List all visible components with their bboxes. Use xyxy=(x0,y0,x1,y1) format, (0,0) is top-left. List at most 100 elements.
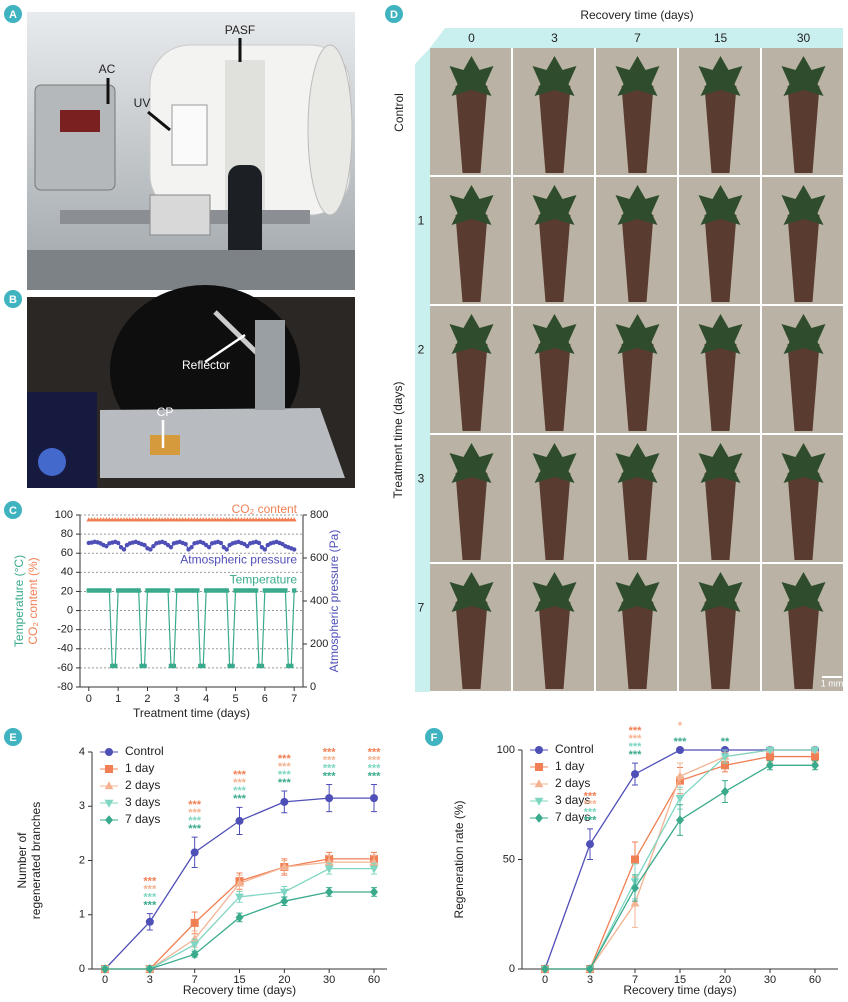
significance: *** xyxy=(584,791,598,803)
x-tick-label: 0 xyxy=(542,974,548,986)
data-point xyxy=(162,588,168,593)
plant-top xyxy=(532,56,577,96)
plant-top xyxy=(532,443,577,483)
plant-stem xyxy=(455,215,488,302)
data-point xyxy=(145,917,154,926)
y-axis-label: Number of xyxy=(15,832,29,889)
y-tick-label: -20 xyxy=(57,624,73,636)
x-tick-label: 60 xyxy=(368,974,380,986)
significance: *** xyxy=(584,799,598,811)
plant-top xyxy=(698,56,743,96)
row-label: 1 xyxy=(418,214,425,228)
data-point xyxy=(124,588,130,593)
significance: *** xyxy=(368,770,382,782)
data-point xyxy=(192,588,197,593)
data-point xyxy=(227,663,232,669)
x-tick-label: 20 xyxy=(719,974,731,986)
plant-top xyxy=(698,572,743,612)
data-point xyxy=(145,964,154,974)
row-label: 3 xyxy=(418,472,425,486)
plant-top xyxy=(532,185,577,225)
data-point xyxy=(221,588,226,593)
legend-marker xyxy=(104,799,114,808)
x-tick-label: 15 xyxy=(674,974,686,986)
panel-label: A xyxy=(9,9,17,21)
plant-stem xyxy=(621,215,654,302)
y-tick-label: 0 xyxy=(79,963,85,975)
significance: *** xyxy=(368,746,382,758)
x-tick-label: 6 xyxy=(262,693,268,705)
data-point xyxy=(721,761,729,770)
y-axis-label: Temperature (°C) xyxy=(12,555,26,647)
data-point xyxy=(325,794,334,803)
data-point xyxy=(631,855,639,864)
y-tick-label: 0 xyxy=(67,604,73,616)
significance: *** xyxy=(368,762,382,774)
photo-label: Reflector xyxy=(182,358,230,372)
data-point xyxy=(235,878,244,887)
data-point xyxy=(190,949,199,960)
x-tick-label: 5 xyxy=(232,693,238,705)
data-point xyxy=(811,760,819,771)
data-point xyxy=(235,816,244,825)
significance: *** xyxy=(674,736,688,748)
data-point xyxy=(183,588,188,593)
x-axis-label: Treatment time (days) xyxy=(133,706,250,720)
legend-marker xyxy=(534,779,544,788)
significance: *** xyxy=(323,754,337,766)
panel-badge xyxy=(385,5,403,23)
photo-label: AC xyxy=(99,62,116,76)
x-tick-label: 0 xyxy=(102,974,108,986)
data-point xyxy=(271,588,276,593)
data-point xyxy=(268,588,273,593)
data-point xyxy=(127,588,133,593)
panel-badge xyxy=(4,501,22,519)
data-point xyxy=(110,663,115,669)
data-point xyxy=(765,746,775,755)
x-tick-label: 7 xyxy=(192,974,198,986)
significance: *** xyxy=(188,807,202,819)
series-label: Atmospheric pressure xyxy=(180,553,297,567)
x-axis-label: Recovery time (days) xyxy=(183,983,296,997)
legend-marker xyxy=(535,763,543,771)
y-axis-label: CO₂ content (%) xyxy=(26,557,40,644)
data-point xyxy=(121,588,127,593)
plant-stem xyxy=(621,344,654,431)
data-point xyxy=(148,588,153,593)
plant-stem xyxy=(538,602,571,689)
plant-top xyxy=(449,572,494,612)
y2-tick-label: 400 xyxy=(310,595,328,607)
x-tick-label: 30 xyxy=(764,974,776,986)
y2-tick-label: 800 xyxy=(310,509,328,521)
data-point xyxy=(676,815,684,825)
significance: *** xyxy=(233,769,247,781)
x-tick-label: 1 xyxy=(115,693,121,705)
data-point xyxy=(280,588,285,593)
data-point xyxy=(189,588,194,593)
data-point xyxy=(203,588,209,593)
data-point xyxy=(104,588,109,593)
data-point xyxy=(245,588,250,593)
data-point xyxy=(190,934,200,943)
legend-label: 7 days xyxy=(125,812,160,826)
panel-label: E xyxy=(9,732,16,744)
photo-label: PASF xyxy=(225,23,255,37)
x-tick-label: 2 xyxy=(144,693,150,705)
significance: *** xyxy=(323,762,337,774)
x-tick-label: 20 xyxy=(278,974,290,986)
data-point xyxy=(206,588,212,593)
y-tick-label: 80 xyxy=(61,528,73,540)
data-point xyxy=(235,912,244,923)
y-tick-label: 0 xyxy=(509,963,515,975)
x-tick-label: 7 xyxy=(632,974,638,986)
plant-stem xyxy=(455,344,488,431)
x-axis-label: Recovery time (days) xyxy=(623,983,736,997)
data-point xyxy=(256,540,262,546)
x-tick-label: 30 xyxy=(323,974,335,986)
plant-stem xyxy=(704,215,737,302)
data-point xyxy=(235,893,244,902)
data-point xyxy=(274,588,279,593)
legend-marker xyxy=(105,815,113,825)
data-point xyxy=(766,760,774,771)
